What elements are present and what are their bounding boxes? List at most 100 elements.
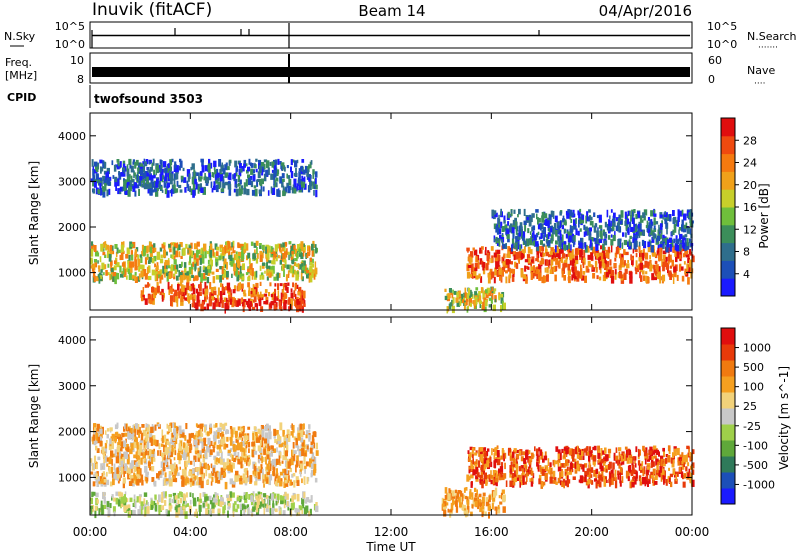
colorbar-tick-label: 500: [743, 361, 764, 374]
power-cbar-label: Power [dB]: [757, 183, 771, 248]
colorbar-swatch: [721, 224, 735, 244]
y-tick-label: 2000: [58, 426, 86, 439]
colorbar-tick-label: 4: [743, 268, 750, 281]
colorbar-tick-label: 8: [743, 246, 750, 259]
colorbar-swatch: [721, 408, 735, 425]
date-title: 04/Apr/2016: [599, 2, 692, 20]
velocity-y-axis: 1000 2000 3000 4000: [58, 334, 692, 484]
freq-panel: [89, 52, 693, 84]
nsearch-legend-dots: ·······: [758, 43, 778, 53]
colorbar-tick-label: -100: [743, 439, 768, 452]
colorbar-swatch: [721, 392, 735, 409]
velocity-heatmap: [90, 422, 695, 519]
y-tick-label: 1000: [58, 471, 86, 484]
colorbar-swatch: [721, 135, 735, 155]
velocity-echo-region: [466, 445, 695, 489]
colorbar-tick-label: 20: [743, 179, 757, 192]
colorbar-swatch: [721, 242, 735, 261]
power-echo-region: [191, 297, 306, 314]
colorbar-swatch: [721, 260, 735, 279]
colorbar-swatch: [721, 376, 735, 393]
y-tick-label: 3000: [58, 175, 86, 188]
power-heatmap: [90, 158, 695, 314]
colorbar-tick-label: 1000: [743, 342, 771, 355]
colorbar-swatch: [721, 118, 735, 137]
x-tick-label: 12:00: [374, 525, 409, 539]
colorbar-swatch: [721, 488, 735, 505]
colorbar-tick-label: -500: [743, 459, 768, 472]
colorbar-swatch: [721, 153, 735, 172]
x-tick-label: 20:00: [574, 525, 609, 539]
colorbar-swatch: [721, 278, 735, 297]
power-echo-region: [90, 158, 318, 198]
colorbar-swatch: [721, 360, 735, 377]
x-tick-label: 04:00: [173, 525, 208, 539]
colorbar-tick-label: -25: [743, 420, 761, 433]
power-x-ticks: [89, 113, 693, 310]
nave-label: Nave: [747, 64, 775, 77]
colorbar-tick-label: 28: [743, 134, 757, 147]
velocity-colorbar: 1000 500 100 25 -25 -100 -500 -1000: [720, 327, 775, 505]
power-echo-region: [444, 286, 506, 314]
colorbar-tick-label: 100: [743, 381, 764, 394]
x-tick-label: 00:00: [675, 525, 710, 539]
colorbar-frame: [720, 327, 736, 505]
freq-label: Freq.: [5, 56, 32, 69]
colorbar-tick-label: -1000: [743, 478, 775, 491]
power-echo-region: [140, 281, 306, 308]
y-tick-label: 3000: [58, 380, 86, 393]
colorbar-swatch: [721, 472, 735, 489]
y-tick-label: 1000: [58, 267, 86, 280]
velocity-cbar-label: Velocity [m s^-1]: [777, 366, 791, 470]
cpid-value: twofsound 3503: [94, 92, 203, 106]
velocity-echo-region: [441, 487, 506, 519]
power-echo-region: [491, 208, 694, 253]
colorbar-tick-label: 25: [743, 400, 757, 413]
nave-legend-dots: ····: [754, 79, 765, 89]
freq-band: [92, 67, 690, 77]
time-x-axis: 00:00 04:00 08:00 12:00 16:00 20:00 00:00: [73, 317, 710, 539]
nsearch-tick-top: 10^5: [707, 20, 737, 33]
colorbar-tick-label: 16: [743, 201, 757, 214]
colorbar-swatch: [721, 207, 735, 226]
y-tick-label: 4000: [58, 130, 86, 143]
colorbar-swatch: [721, 171, 735, 190]
colorbar-swatch: [721, 424, 735, 441]
colorbar-tick-label: 12: [743, 223, 757, 236]
x-axis-title: Time UT: [365, 540, 416, 554]
nsky-tick-top: 10^5: [55, 20, 85, 33]
colorbar-swatch: [721, 344, 735, 361]
y-tick-label: 2000: [58, 221, 86, 234]
nsky-panel: [89, 21, 693, 49]
nsky-spikes: [91, 23, 540, 48]
nsearch-label: N.Search: [747, 30, 797, 43]
velocity-frame: [89, 316, 693, 516]
power-panel: 1000 2000 3000 4000 Slant Range [km]: [27, 112, 695, 314]
freq-tick-bottom: 8: [77, 73, 84, 86]
power-ylabel: Slant Range [km]: [27, 161, 41, 265]
colorbar-tick-label: 24: [743, 157, 757, 170]
nsky-label: N.Sky: [4, 30, 36, 43]
power-echo-region: [90, 240, 318, 285]
colorbar-swatch: [721, 189, 735, 208]
colorbar-swatch: [721, 328, 735, 345]
power-echo-region: [466, 245, 695, 285]
station-title: Inuvik (fitACF): [92, 0, 212, 20]
nsky-tick-bottom: 10^0: [55, 38, 85, 51]
nave-tick-bottom: 0: [708, 73, 715, 86]
x-tick-label: 16:00: [474, 525, 509, 539]
colorbar-swatch: [721, 440, 735, 457]
nsearch-tick-bottom: 10^0: [707, 38, 737, 51]
power-colorbar: 4 8 12 16 20 24 28: [720, 117, 757, 297]
x-tick-label: 08:00: [273, 525, 308, 539]
y-tick-label: 4000: [58, 334, 86, 347]
freq-tick-top: 10: [70, 54, 84, 67]
cpid-label: CPID: [7, 91, 36, 104]
velocity-echo-region: [90, 422, 319, 490]
colorbar-swatch: [721, 456, 735, 473]
beam-title: Beam 14: [358, 2, 425, 20]
power-y-axis: 1000 2000 3000 4000: [58, 130, 692, 280]
velocity-echo-region: [90, 491, 319, 519]
